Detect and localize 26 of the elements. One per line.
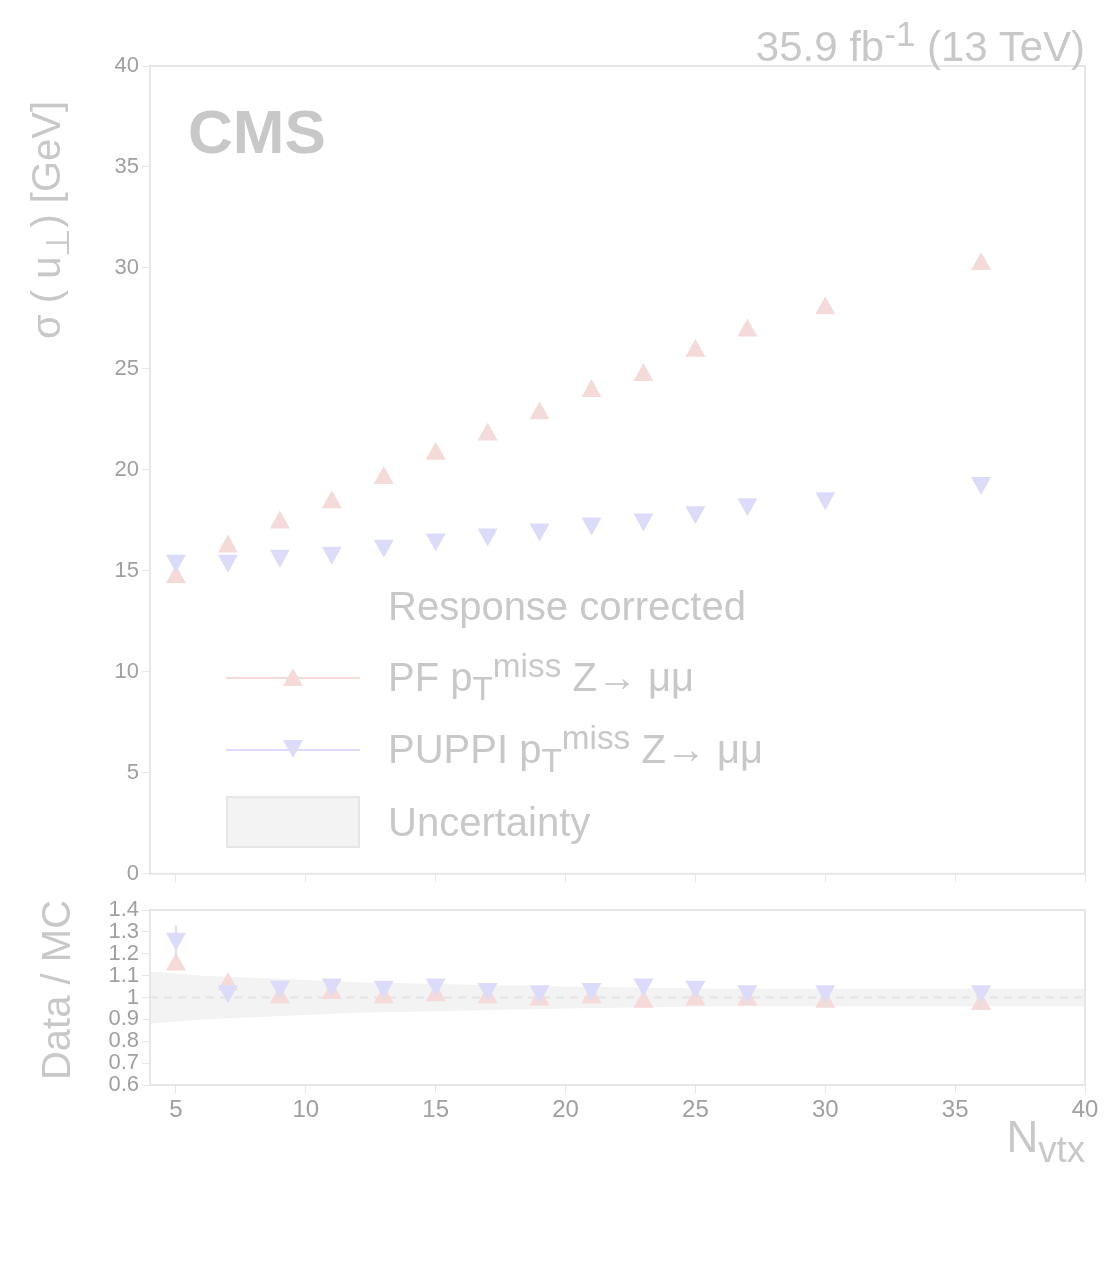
x-tick-label: 20 <box>552 1095 579 1123</box>
x-tick-label: 15 <box>422 1095 450 1123</box>
y-tick-label: 30 <box>114 254 139 280</box>
point <box>217 985 238 1004</box>
point <box>815 985 836 1004</box>
x-tick-label: 35 <box>941 1095 969 1123</box>
y-tick-label: 25 <box>114 354 139 380</box>
point <box>971 985 992 1004</box>
point <box>373 980 394 999</box>
point <box>425 978 446 997</box>
y-tick-label: 20 <box>114 455 139 481</box>
y-tick-label: 0 <box>126 859 139 885</box>
y-tick-label: 35 <box>114 153 139 179</box>
x-tick-label: 30 <box>811 1095 839 1123</box>
point <box>165 932 186 951</box>
point <box>685 980 706 999</box>
x-tick-label: 10 <box>292 1095 320 1123</box>
y-tick-label: 5 <box>126 758 139 784</box>
x-tick-label: 25 <box>682 1095 709 1123</box>
point <box>633 978 654 997</box>
y-tick-label: 10 <box>114 657 139 683</box>
y-tick-label: 40 <box>114 52 139 78</box>
x-tick-label: 5 <box>169 1095 183 1123</box>
y-tick-label: 15 <box>114 556 139 582</box>
point <box>165 952 186 971</box>
point <box>269 980 290 999</box>
